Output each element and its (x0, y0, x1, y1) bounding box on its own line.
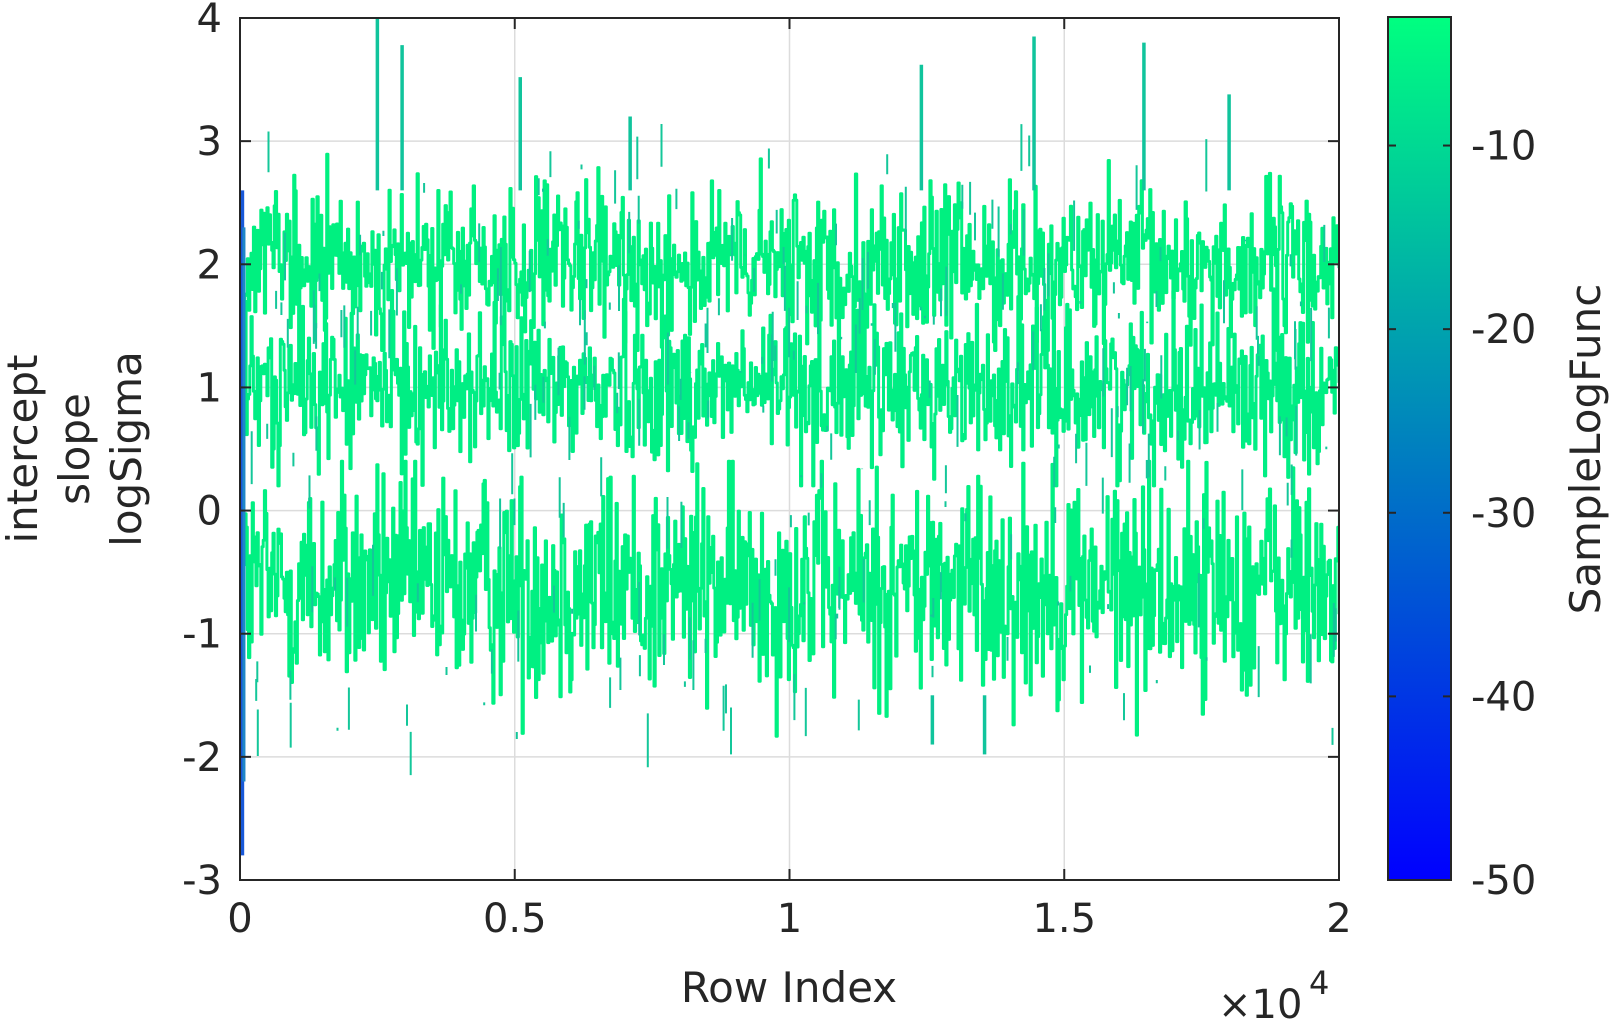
colorbar-tick-label: -30 (1471, 491, 1536, 537)
x-tick-label: 2 (1326, 896, 1351, 942)
x-tick-label: 0 (227, 896, 252, 942)
colorbar: -50 -40 -30 -20 -10 SampleLogFunc (1387, 16, 1610, 904)
y-axis-label-line-3: logSigma (102, 351, 151, 547)
ticks: 0 0.5 1 1.5 2 -3 -2 -1 0 1 2 3 4 (182, 0, 1352, 942)
colorbar-tick-label: -50 (1471, 858, 1536, 904)
y-tick-label: -3 (182, 858, 222, 904)
colorbar-gradient (1388, 17, 1451, 880)
y-tick-label: 4 (197, 0, 222, 42)
colorbar-label: SampleLogFunc (1561, 284, 1610, 615)
colorbar-tick-label: -40 (1471, 674, 1536, 720)
y-axis-label: intercept slope logSigma (0, 351, 151, 547)
x-tick-label: 0.5 (483, 896, 547, 942)
colorbar-frame (1387, 16, 1452, 881)
y-axis-label-line-2: slope (50, 393, 99, 505)
x-axis-label: Row Index (681, 963, 897, 1012)
x-exponent-power: 4 (1309, 964, 1329, 1002)
colorbar-ticks: -50 -40 -30 -20 -10 (1388, 124, 1536, 904)
data-layer (240, 18, 1339, 856)
series-accent-strokes (250, 124, 1339, 776)
colorbar-tick-label: -10 (1471, 124, 1536, 170)
x-exponent: ×10 4 (1218, 964, 1329, 1020)
x-tick-label: 1.5 (1032, 896, 1096, 942)
y-tick-label: -2 (182, 735, 222, 781)
y-tick-label: -1 (182, 612, 222, 658)
y-tick-label: 3 (197, 119, 222, 165)
y-tick-label: 2 (197, 242, 222, 288)
series-trace-3 (240, 152, 1339, 352)
x-exponent-base: ×10 (1218, 982, 1302, 1020)
y-tick-label: 1 (197, 365, 222, 411)
x-tick-label: 1 (777, 896, 802, 942)
series-trace-1 (240, 459, 1339, 738)
series-trace-2 (240, 287, 1339, 488)
y-tick-label: 0 (197, 489, 222, 535)
colorbar-tick-label: -20 (1471, 307, 1536, 353)
y-axis-label-line-1: intercept (0, 355, 47, 544)
